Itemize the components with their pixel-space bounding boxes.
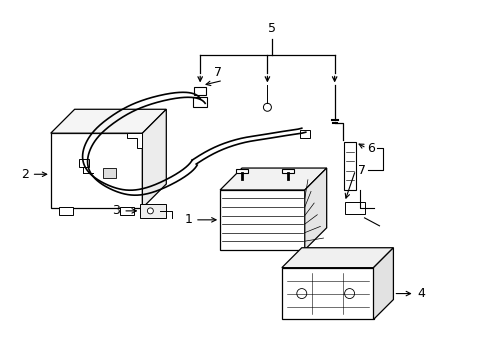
Polygon shape [373, 248, 393, 319]
Polygon shape [281, 248, 393, 268]
Text: 7: 7 [357, 163, 365, 176]
Polygon shape [142, 109, 166, 208]
FancyBboxPatch shape [193, 97, 207, 107]
Polygon shape [51, 109, 166, 133]
FancyBboxPatch shape [282, 169, 294, 173]
FancyBboxPatch shape [235, 169, 247, 173]
Text: 6: 6 [367, 141, 375, 155]
FancyBboxPatch shape [120, 207, 134, 215]
Text: 4: 4 [395, 287, 425, 300]
Circle shape [344, 289, 354, 298]
Text: 5: 5 [267, 22, 275, 35]
FancyBboxPatch shape [79, 159, 88, 167]
Text: 7: 7 [214, 66, 222, 79]
FancyBboxPatch shape [140, 204, 166, 218]
FancyBboxPatch shape [344, 202, 364, 214]
Polygon shape [220, 168, 326, 190]
Circle shape [263, 103, 271, 111]
Polygon shape [51, 133, 142, 208]
Text: 3: 3 [112, 204, 136, 217]
FancyBboxPatch shape [194, 87, 206, 95]
Circle shape [296, 289, 306, 298]
Text: 2: 2 [21, 168, 47, 181]
Circle shape [147, 208, 153, 214]
Text: 1: 1 [184, 213, 216, 226]
FancyBboxPatch shape [299, 130, 309, 138]
FancyBboxPatch shape [343, 142, 355, 190]
Polygon shape [304, 168, 326, 250]
Polygon shape [281, 268, 373, 319]
FancyBboxPatch shape [102, 168, 116, 178]
Polygon shape [220, 190, 304, 250]
FancyBboxPatch shape [59, 207, 73, 215]
Polygon shape [127, 133, 142, 148]
